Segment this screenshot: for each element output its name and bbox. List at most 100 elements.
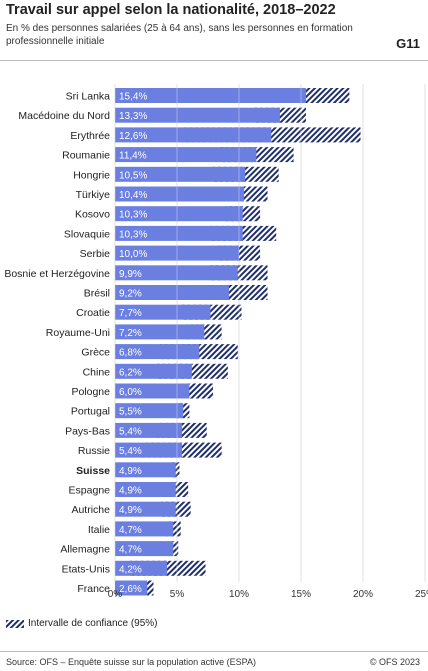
x-axis-ticks: 0% 5% 10% 15% 20% 25%	[108, 589, 428, 600]
category-label: Portugal	[71, 406, 110, 418]
value-label: 4,7%	[119, 545, 142, 556]
category-label: Pologne	[71, 386, 110, 398]
category-label: Royaume-Uni	[46, 327, 110, 339]
bar	[115, 127, 272, 143]
category-label: Sri Lanka	[66, 91, 111, 103]
bar	[115, 560, 168, 576]
value-label: 10,5%	[119, 170, 147, 181]
category-label: Grèce	[81, 347, 110, 359]
category-label: Brésil	[84, 288, 110, 300]
legend-hatch-swatch	[6, 619, 24, 628]
category-label: Autriche	[71, 504, 110, 516]
value-label: 10,3%	[119, 210, 147, 221]
category-label: Hongrie	[73, 169, 110, 181]
value-label: 9,2%	[119, 289, 142, 300]
legend-label: Intervalle de confiance (95%)	[28, 618, 158, 629]
value-label: 4,9%	[119, 486, 142, 497]
value-label: 10,4%	[119, 190, 147, 201]
bar	[115, 501, 176, 517]
x-tick-label: 0%	[108, 589, 123, 600]
legend: Intervalle de confiance (95%)	[6, 618, 158, 629]
confidence-intervals	[129, 88, 361, 596]
bar	[115, 107, 280, 123]
x-tick-label: 5%	[170, 589, 185, 600]
header-divider	[0, 60, 428, 61]
category-label: Croatie	[76, 307, 110, 319]
bar	[115, 462, 176, 478]
value-label: 10,3%	[119, 229, 147, 240]
category-label: France	[77, 583, 110, 595]
bar	[115, 186, 244, 202]
bar	[115, 225, 243, 241]
value-label: 7,2%	[119, 328, 142, 339]
value-label: 13,3%	[119, 111, 147, 122]
value-label: 6,0%	[119, 387, 142, 398]
bar	[115, 521, 174, 537]
value-label: 2,6%	[119, 584, 142, 595]
bar	[115, 147, 257, 163]
value-label: 6,2%	[119, 367, 142, 378]
x-tick-label: 20%	[353, 589, 373, 600]
bar	[115, 422, 182, 438]
category-label: Erythrée	[70, 130, 110, 142]
bar	[115, 88, 306, 103]
bar	[115, 166, 246, 182]
value-label: 5,4%	[119, 426, 142, 437]
value-label: 12,6%	[119, 131, 147, 142]
value-label: 4,2%	[119, 564, 142, 575]
category-label: Italie	[88, 524, 110, 536]
bar	[115, 363, 192, 379]
bar	[115, 344, 200, 360]
footer-divider	[0, 651, 428, 652]
bar	[115, 383, 190, 399]
bar	[115, 245, 239, 261]
bar	[115, 304, 211, 320]
bar	[115, 265, 238, 281]
category-label: Kosovo	[75, 209, 110, 221]
chart-subtitle: En % des personnes salariées (25 à 64 an…	[6, 23, 353, 47]
value-label: 4,9%	[119, 505, 142, 516]
category-label: Allemagne	[60, 544, 110, 556]
bars	[114, 84, 426, 596]
bar	[115, 442, 182, 458]
chart-title: Travail sur appel selon la nationalité, …	[6, 2, 336, 18]
bar	[115, 206, 243, 222]
x-tick-label: 25%	[415, 589, 428, 600]
bar	[115, 541, 174, 557]
x-tick-label: 10%	[229, 589, 249, 600]
category-label: Macédoine du Nord	[18, 110, 110, 122]
bar	[115, 285, 230, 300]
category-label: Roumanie	[62, 150, 110, 162]
category-label: Pays-Bas	[65, 425, 110, 437]
value-label: 5,4%	[119, 446, 142, 457]
category-label: Bosnie et Herzégovine	[4, 268, 110, 280]
value-label: 6,8%	[119, 348, 142, 359]
category-label: Etats-Unis	[62, 563, 110, 575]
category-label: Serbie	[80, 248, 111, 260]
value-label: 9,9%	[119, 269, 142, 280]
bar	[115, 403, 184, 419]
value-label: 11,4%	[119, 151, 147, 162]
value-label: 4,9%	[119, 466, 142, 477]
category-label: Slovaquie	[64, 228, 110, 240]
copyright-note: © OFS 2023	[369, 657, 420, 667]
bar	[115, 580, 148, 596]
bar	[115, 482, 176, 497]
category-labels: Sri Lanka Macédoine du Nord Erythrée Rouman…	[4, 91, 110, 596]
x-tick-label: 15%	[291, 589, 311, 600]
value-label: 15,4%	[119, 92, 147, 103]
value-label: 4,7%	[119, 525, 142, 536]
category-label: Espagne	[69, 485, 111, 497]
bar	[115, 324, 205, 340]
source-note: Source: OFS – Enquête suisse sur la popu…	[6, 657, 256, 667]
category-label: Chine	[83, 366, 111, 378]
value-label: 5,5%	[119, 407, 142, 418]
category-label: Türkiye	[76, 189, 111, 201]
value-labels: 15,4% 13,3% 12,6% 11,4% 10,5% 10,4% 10,3% 10,3%…	[119, 92, 147, 596]
category-label: Russie	[78, 445, 110, 457]
bar-chart: Sri Lanka Macédoine du Nord Erythrée Rouman…	[4, 84, 428, 600]
value-label: 7,7%	[119, 308, 142, 319]
chart-code: G11	[396, 36, 420, 51]
category-label: Suisse	[76, 465, 110, 477]
value-label: 10,0%	[119, 249, 147, 260]
